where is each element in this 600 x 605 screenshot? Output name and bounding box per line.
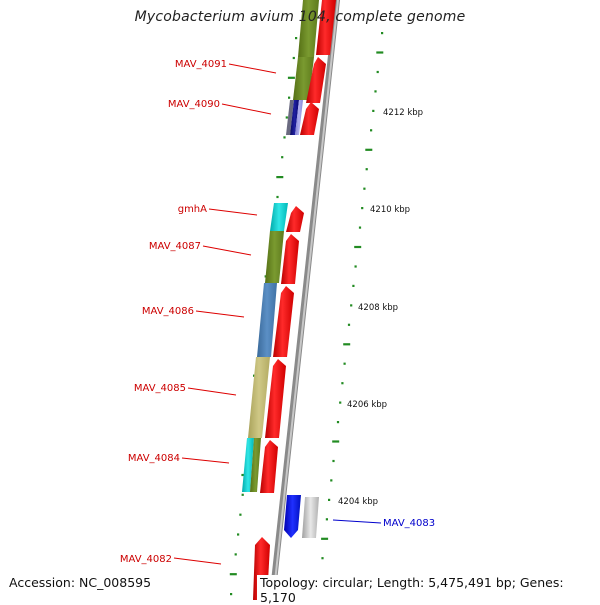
minor-tick <box>321 557 324 560</box>
gene-arrow <box>300 102 319 135</box>
map-title: Mycobacterium avium 104, complete genome <box>134 9 466 25</box>
cog-segment <box>265 231 284 283</box>
gene-labels: MAV_4091 MAV_4090 gmhA MAV_4087 MAV_4086… <box>120 59 435 565</box>
major-tick <box>332 440 340 443</box>
scale-label: 4206 kbp <box>347 400 387 410</box>
minor-tick <box>292 56 295 60</box>
gene-label: MAV_4084 <box>128 453 180 464</box>
cog-band <box>242 0 319 492</box>
gene-arrow <box>316 0 336 55</box>
minor-tick <box>285 116 288 119</box>
major-tick <box>229 573 237 576</box>
gene-arrow <box>284 495 301 538</box>
minor-tick <box>363 187 366 190</box>
cog-segment <box>298 0 319 57</box>
minor-tick <box>350 304 353 307</box>
gene-label: MAV_4082 <box>120 554 172 565</box>
minor-tick <box>241 493 244 496</box>
scale-label: 4212 kbp <box>383 108 423 118</box>
gene-arrow <box>260 440 278 493</box>
major-tick <box>287 76 295 79</box>
minor-tick <box>288 96 291 99</box>
minor-tick <box>376 70 379 74</box>
major-tick <box>276 176 284 179</box>
scale-label: 4208 kbp <box>358 303 398 313</box>
scale-label: 4204 kbp <box>338 497 378 507</box>
cog-segment <box>270 203 288 231</box>
minor-tick <box>372 109 375 112</box>
major-tick <box>376 51 384 54</box>
gene-label: MAV_4087 <box>149 241 201 252</box>
gene-arrow <box>286 206 304 232</box>
cog-segment <box>290 100 299 135</box>
gene-arrow <box>281 234 299 284</box>
minor-tick <box>281 156 284 159</box>
minor-tick <box>361 207 364 210</box>
minor-tick <box>352 284 355 287</box>
major-tick <box>321 537 329 540</box>
minor-tick <box>230 593 233 596</box>
minor-tick <box>358 226 362 229</box>
gene-label: gmhA <box>178 204 207 215</box>
minor-tick <box>330 479 333 482</box>
cog-segment <box>248 357 270 438</box>
scale-labels: 4212 kbp 4210 kbp 4208 kbp 4206 kbp 4204… <box>338 108 423 507</box>
major-tick <box>365 148 373 151</box>
gene-arrow <box>265 359 286 438</box>
minor-tick <box>332 459 335 463</box>
minor-tick <box>237 533 240 536</box>
minor-tick <box>381 32 384 35</box>
gene-label: MAV_4085 <box>134 383 186 394</box>
cog-segment <box>293 57 314 100</box>
reverse-genes <box>284 495 319 538</box>
minor-tick <box>341 382 344 385</box>
minor-tick <box>374 90 377 93</box>
minor-tick <box>354 265 357 268</box>
gene-label: MAV_4083 <box>383 518 435 529</box>
gene-label: MAV_4091 <box>175 59 227 70</box>
cog-segment <box>295 100 303 135</box>
minor-tick <box>276 195 279 199</box>
minor-tick <box>328 498 331 501</box>
gene-arrow <box>273 286 294 357</box>
minor-tick <box>347 323 351 326</box>
minor-tick <box>339 401 342 404</box>
topology-label: Topology: circular; Length: 5,475,491 bp… <box>257 575 600 605</box>
cog-segment <box>250 438 261 492</box>
major-tick <box>354 245 362 249</box>
accession-label: Accession: NC_008595 <box>9 575 152 590</box>
minor-tick <box>325 518 328 521</box>
scale-label: 4210 kbp <box>370 205 410 215</box>
forward-genes <box>253 0 336 600</box>
gene-label: MAV_4086 <box>142 306 194 317</box>
minor-tick <box>336 421 340 424</box>
gene-arrow <box>302 497 319 538</box>
gene-label: MAV_4090 <box>168 99 220 110</box>
minor-tick <box>234 553 237 556</box>
minor-tick <box>343 362 346 365</box>
cog-segment <box>257 283 277 357</box>
genome-backbone <box>269 0 340 600</box>
minor-tick <box>295 37 298 40</box>
minor-tick <box>370 129 373 132</box>
gene-arrow <box>306 57 326 103</box>
cog-segment <box>286 100 294 135</box>
minor-tick <box>365 168 368 171</box>
minor-tick <box>239 513 242 516</box>
minor-tick <box>283 136 286 139</box>
major-tick <box>343 343 351 346</box>
